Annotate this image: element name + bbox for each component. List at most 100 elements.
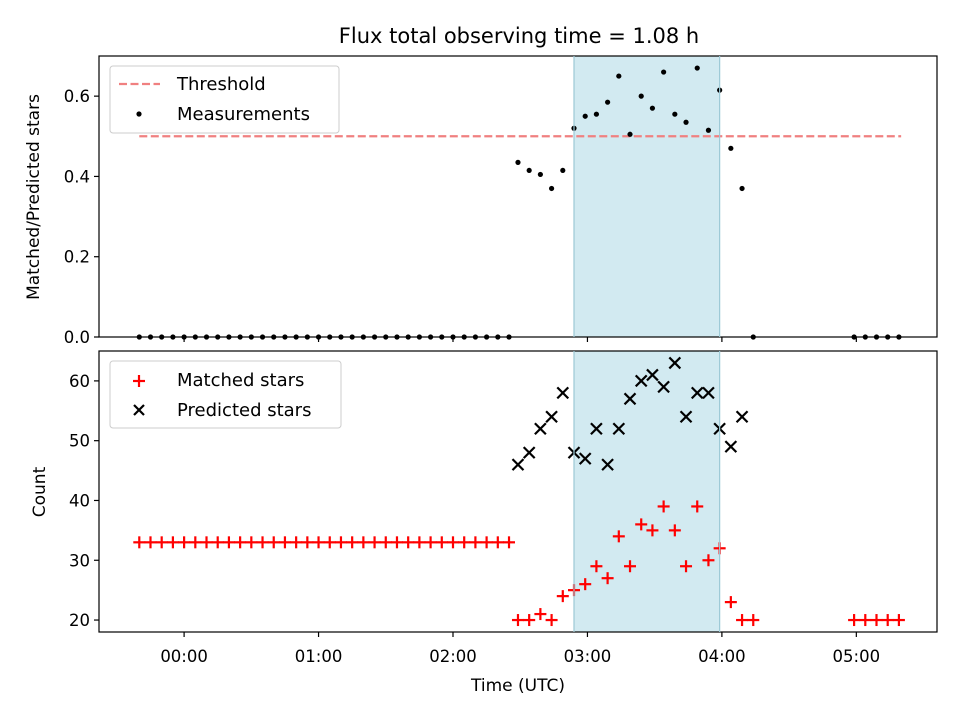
matched-point — [736, 614, 749, 627]
measurement-point — [537, 171, 543, 178]
y-tick-label: 0.2 — [64, 248, 90, 267]
matched-point — [859, 614, 872, 627]
matched-point — [211, 536, 224, 549]
matched-point — [446, 536, 459, 549]
matched-point — [556, 590, 569, 603]
matched-point — [222, 536, 235, 549]
measurement-point — [515, 159, 521, 165]
measurement-point — [526, 167, 532, 174]
top-legend-box — [109, 65, 340, 134]
predicted-point — [534, 422, 547, 436]
measurement-point — [593, 111, 600, 117]
bottom-y-axis-label: Count — [30, 466, 50, 517]
matched-point — [334, 536, 347, 549]
x-tick-label: 02:00 — [429, 647, 477, 666]
matched-point — [245, 536, 258, 549]
measurement-point — [672, 111, 678, 117]
measurement-point — [582, 113, 588, 119]
measurement-point — [728, 145, 734, 151]
predicted-point — [646, 368, 659, 382]
measurement-point — [694, 65, 700, 71]
bottom-legend-box — [109, 360, 342, 429]
measurement-point — [683, 119, 689, 125]
matched-point — [892, 614, 905, 627]
predicted-point — [668, 356, 682, 370]
matched-point — [402, 536, 415, 549]
top-y-axis-label: Matched/Predicted stars — [24, 94, 44, 300]
measurement-point — [705, 127, 712, 133]
predicted-point — [590, 422, 603, 436]
predicted-point — [690, 386, 704, 400]
top-shaded-region — [573, 56, 720, 337]
measurement-point — [649, 105, 656, 111]
y-tick-label: 60 — [69, 372, 90, 391]
matched-point — [290, 536, 303, 549]
matched-point — [413, 536, 426, 549]
matched-point — [357, 536, 370, 549]
measurement-point — [605, 99, 611, 105]
legend-measurements-label: Measurements — [177, 104, 310, 125]
bottom-panel: Count Time (UTC) 20 30 40 50 60 00:00 01:00 02… — [30, 350, 938, 696]
predicted-point — [657, 380, 670, 394]
matched-point — [881, 614, 894, 627]
bottom-axes-frame — [98, 350, 938, 633]
predicted-point — [724, 440, 738, 453]
matched-point — [511, 614, 524, 627]
matched-point — [390, 536, 403, 549]
x-tick-label: 01:00 — [295, 647, 343, 666]
legend-predicted-swatch — [133, 404, 145, 416]
matched-point — [323, 536, 336, 549]
measurement-point — [638, 93, 644, 99]
y-tick-label: 20 — [69, 611, 90, 630]
legend-predicted-label: Predicted stars — [177, 400, 311, 421]
matched-point — [200, 536, 213, 549]
matched-point — [668, 524, 681, 537]
matched-point — [680, 560, 693, 573]
y-tick-label: 50 — [69, 432, 90, 451]
measurement-point — [616, 73, 622, 79]
matched-point — [724, 596, 737, 609]
matched-point — [234, 536, 247, 549]
matched-point — [635, 518, 648, 531]
matched-point — [702, 554, 715, 567]
bottom-legend: Matched stars Predicted stars — [109, 360, 342, 429]
matched-point — [166, 536, 179, 549]
predicted-point — [511, 458, 525, 471]
matched-point — [503, 536, 516, 549]
matched-point — [424, 536, 437, 549]
matched-point — [480, 536, 493, 549]
matched-point — [312, 536, 325, 549]
predicted-point — [601, 458, 614, 471]
bottom-marks — [133, 356, 905, 627]
predicted-point — [634, 374, 648, 388]
y-tick-label: 30 — [69, 551, 90, 570]
matched-point — [368, 536, 381, 549]
x-tick-label: 00:00 — [160, 647, 208, 666]
matched-point — [657, 500, 670, 513]
matched-point — [691, 500, 704, 513]
predicted-point — [612, 422, 626, 436]
predicted-point — [735, 410, 749, 424]
predicted-point — [545, 410, 558, 424]
matched-point — [601, 572, 614, 585]
matched-point — [848, 614, 861, 627]
matched-point — [189, 536, 202, 549]
y-tick-label: 0.4 — [64, 167, 90, 186]
matched-point — [523, 614, 536, 627]
top-legend: Threshold Measurements — [109, 65, 340, 134]
measurement-point — [548, 185, 555, 192]
matched-point — [579, 578, 592, 591]
matched-point — [590, 560, 603, 573]
predicted-point — [578, 452, 592, 465]
predicted-point — [679, 410, 693, 424]
matched-point — [155, 536, 168, 549]
predicted-point — [623, 392, 637, 406]
matched-point — [624, 560, 637, 573]
measurement-point — [560, 167, 566, 174]
bottom-shaded-region — [573, 351, 720, 632]
matched-point — [545, 614, 558, 627]
measurement-point — [627, 131, 633, 137]
matched-point — [534, 608, 547, 621]
bottom-x-axis-label: Time (UTC) — [470, 676, 565, 696]
